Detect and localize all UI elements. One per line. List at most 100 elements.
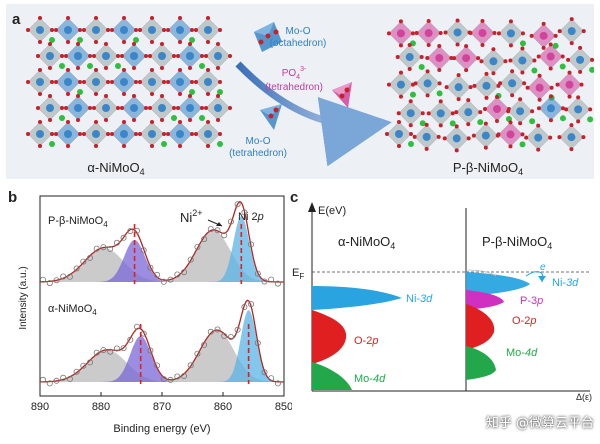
o-atom — [216, 94, 220, 98]
metal-atom — [92, 26, 100, 34]
metal-atom — [92, 78, 100, 86]
data-point — [154, 362, 161, 369]
o-atom — [518, 97, 523, 102]
fit-component — [40, 216, 284, 282]
metal-atom — [102, 52, 110, 60]
o-atom — [194, 28, 198, 32]
o-atom — [442, 136, 447, 141]
metal-atom — [396, 80, 405, 89]
o-atom — [496, 132, 501, 137]
right-band-label-ni: Ni-3d — [552, 277, 579, 289]
o-atom — [581, 29, 586, 34]
data-point — [60, 273, 67, 280]
o-atom — [408, 99, 413, 104]
o-atom — [162, 80, 166, 84]
ni-atom — [189, 37, 195, 43]
data-point — [93, 245, 100, 252]
o-atom — [178, 120, 182, 124]
o-atom — [76, 66, 80, 70]
data-point — [261, 278, 268, 285]
metal-atom — [46, 52, 54, 60]
data-point — [53, 377, 60, 384]
o-atom — [138, 132, 142, 136]
o-atom — [455, 18, 460, 23]
o-atom — [590, 57, 595, 62]
o-atom — [122, 40, 126, 44]
o-atom — [106, 80, 110, 84]
metal-atom — [148, 78, 156, 86]
o-atom — [494, 95, 499, 100]
ni-atom — [449, 120, 456, 127]
o-atom — [541, 21, 546, 26]
x-axis-label: Binding energy (eV) — [113, 423, 210, 435]
panel-b-letter: b — [8, 189, 17, 206]
o-atom — [120, 106, 124, 110]
o-atom — [54, 28, 58, 32]
o-atom — [548, 66, 553, 71]
o-atom — [424, 146, 429, 151]
metal-atom — [422, 132, 431, 141]
right-p3p-band — [466, 290, 504, 310]
o-atom — [104, 118, 108, 122]
metal-atom — [576, 55, 585, 64]
metal-atom — [158, 104, 166, 112]
o-atom — [408, 132, 413, 137]
ni-atom — [115, 63, 121, 69]
ni-atom — [529, 118, 536, 125]
o-atom — [178, 144, 182, 148]
o-atom — [396, 120, 401, 125]
metal-atom — [478, 28, 487, 37]
o-atom — [494, 119, 499, 124]
o-atom — [190, 28, 194, 32]
o-atom — [536, 147, 541, 152]
o-atom — [398, 43, 403, 48]
tet-label-1: Mo-O — [246, 136, 271, 147]
ni-atom — [409, 91, 416, 98]
o-atom — [206, 16, 210, 20]
o-atom — [122, 144, 126, 148]
ni-atom — [217, 141, 223, 147]
o-atom — [480, 42, 485, 47]
panel-a-letter: a — [12, 11, 21, 28]
ni2p-label: Ni 2p — [238, 211, 264, 223]
metal-atom — [176, 130, 184, 138]
o-atom — [134, 132, 138, 136]
o-atom — [92, 54, 96, 58]
data-point — [214, 227, 221, 234]
o-atom — [134, 80, 138, 84]
o-atom — [162, 28, 166, 32]
metal-atom — [574, 105, 583, 114]
metal-atom — [46, 104, 54, 112]
data-point — [120, 345, 127, 352]
o-atom — [50, 132, 54, 136]
o-atom — [437, 67, 442, 72]
o-atom — [508, 120, 513, 125]
ni-atom — [199, 115, 205, 121]
data-point — [147, 264, 154, 271]
metal-atom — [120, 26, 128, 34]
p-beta-nimoo4-structure — [384, 17, 596, 153]
o-atom — [206, 40, 210, 44]
x-tick-label: 870 — [153, 401, 171, 413]
o-atom — [132, 42, 136, 46]
metal-atom — [462, 54, 471, 63]
o-atom — [503, 59, 508, 64]
o-atom — [449, 55, 454, 60]
o-atom — [549, 85, 554, 90]
o-atom — [530, 109, 535, 114]
data-point — [140, 247, 147, 254]
o-atom — [176, 54, 180, 58]
o-atom — [529, 33, 534, 38]
x-tick-label: 850 — [275, 401, 292, 413]
data-point — [248, 301, 255, 308]
metal-atom — [204, 26, 212, 34]
y-axis-label: Intensity (a.u.) — [18, 266, 29, 329]
left-mo4d-band — [312, 362, 352, 390]
ni-atom — [59, 115, 65, 121]
o-atom — [82, 80, 86, 84]
o-atom — [536, 123, 541, 128]
data-point — [227, 218, 234, 225]
o-atom — [437, 81, 442, 86]
o-atom — [200, 54, 204, 58]
o-atom — [576, 119, 581, 124]
